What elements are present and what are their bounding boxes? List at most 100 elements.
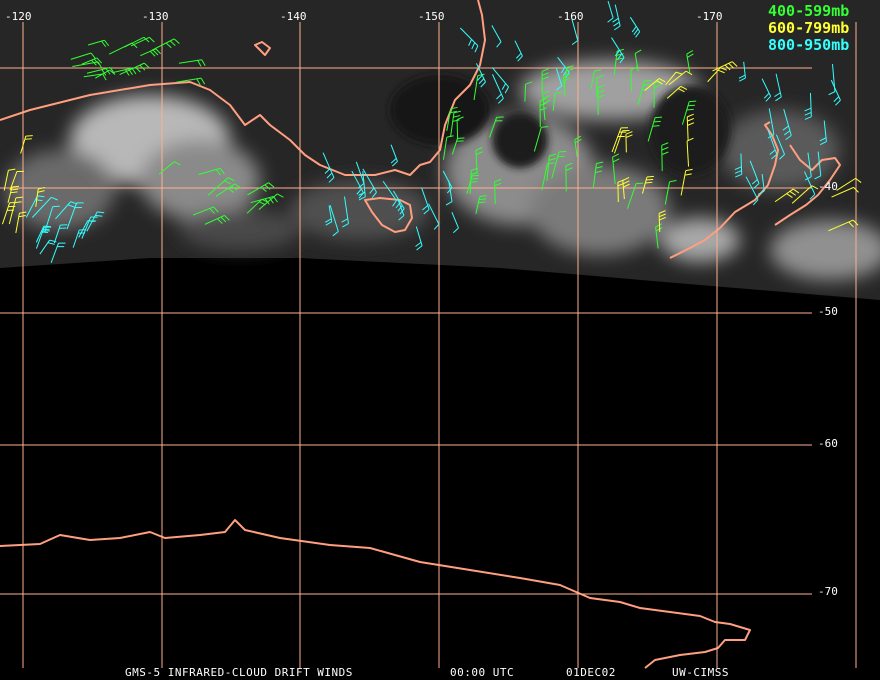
lon-label-130: -130 [142,10,169,23]
wind-barb [612,153,620,184]
wind-barb [828,64,836,96]
wind-barbs [1,0,862,263]
wind-barb [819,120,827,146]
wind-barb [475,195,487,214]
wind-barb [707,67,728,83]
wind-barb [492,74,504,104]
legend-item-high: 400-599mb [768,2,849,20]
wind-barb [666,85,688,99]
new-zealand-north-coast [774,144,841,226]
wind-barb [466,174,480,194]
wind-barb [749,160,760,189]
wind-barb [9,170,24,191]
legend-item-mid: 600-799mb [768,19,849,37]
wind-barb [686,137,694,167]
wind-barb [686,113,695,141]
wind-barb [473,73,485,101]
product-name: GMS-5 INFRARED-CLOUD DRIFT WINDS [125,666,353,679]
observation-date: 01DEC02 [566,666,616,679]
wind-barb [514,40,523,62]
wind-barb [215,183,241,197]
wind-barb [551,150,566,179]
wind-barb [39,239,57,255]
wind-barb [83,73,107,81]
wind-barb [533,126,549,152]
wind-barb [734,153,743,178]
wind-barb [140,48,162,57]
wind-barb [738,61,746,82]
wind-barb [712,61,738,72]
wind-barb [774,188,800,203]
wind-barb [629,16,641,38]
lat-label-70: -70 [818,585,838,598]
wind-barb [625,131,633,153]
wind-barb [634,49,642,72]
wind-barb [494,178,502,204]
wind-barb [546,153,557,181]
wind-barb [204,214,230,225]
wind-barb [686,50,694,73]
wind-barb [358,171,366,201]
wind-barb [491,67,510,94]
wind-barb [661,142,669,172]
wind-barb [451,212,459,234]
wind-barb [70,52,96,60]
wind-barb [442,135,454,160]
wind-barb [552,91,562,111]
wind-barb [428,203,440,230]
wind-barb [491,25,502,48]
wind-barb [81,57,103,66]
wind-barb [524,81,533,102]
wind-barb [382,180,397,207]
wind-barb [541,68,549,94]
australia-coast [0,0,486,176]
wind-barb [613,48,625,76]
longitude-labels: -120 -130 -140 -150 -160 -170 [5,10,723,23]
wind-barb [53,224,68,244]
wind-barb [442,170,453,194]
wind-barb [590,69,602,89]
wind-barb [761,78,772,102]
wind-barb [446,106,458,131]
wind-barb [7,185,20,203]
lon-label-120: -120 [5,10,32,23]
wind-barb [804,152,812,181]
wind-barb [626,182,644,209]
wind-barb [565,162,573,192]
lat-label-60: -60 [818,437,838,450]
pressure-legend: 400-599mb 600-799mb 800-950mb [768,2,849,54]
wind-barb [828,219,859,232]
wind-barb [653,80,661,108]
tasmania-coast [364,197,413,233]
wind-barb [814,151,822,180]
wind-barb [322,152,335,183]
wind-barb [456,116,464,140]
wind-barb [681,100,697,125]
wind-barb [644,78,666,92]
wind-barb [247,182,275,196]
wind-barb [50,242,66,263]
wind-barb [641,175,654,194]
wind-barb [611,37,625,64]
wind-barb [192,206,219,216]
wind-barb [539,97,547,127]
wind-barb [592,161,604,189]
wind-barb [362,168,377,199]
wind-barb [658,210,666,232]
lon-label-170: -170 [696,10,723,23]
antarctica-coast [0,519,751,669]
wind-barb [20,135,33,154]
graticule [0,22,857,668]
wind-barb [622,176,630,200]
island-coast [254,41,271,56]
wind-barb [451,137,465,155]
wind-barb [680,168,693,196]
wind-barb [87,39,110,48]
wind-barb [665,71,683,86]
wind-barb [207,177,235,196]
wind-barb [791,185,819,204]
latitude-labels: -40 -50 -60 -70 [818,180,838,598]
wind-barb [475,63,486,88]
wind-barb [459,27,479,53]
